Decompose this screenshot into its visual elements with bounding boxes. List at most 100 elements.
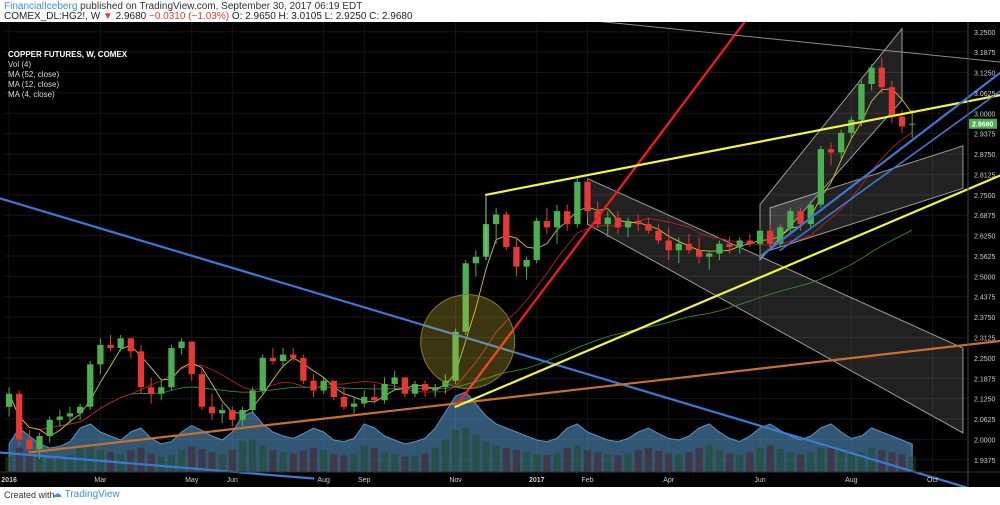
volume-bar: [573, 445, 581, 472]
volume-bar: [857, 452, 866, 472]
volume-bar: [157, 456, 165, 472]
price-label-bg: [969, 118, 997, 129]
candle-body: [249, 390, 256, 411]
candle-body: [320, 380, 327, 391]
volume-bar: [472, 434, 480, 472]
candle-body: [614, 217, 622, 228]
blue-downtrend-lower: [0, 451, 315, 480]
price-axis: 3.2500 3.1875 3.1250 3.0625 3.0000 2.9375 2.87…: [967, 22, 997, 487]
y-tick-label: 2.8125: [974, 172, 996, 179]
volume-bar: [188, 446, 196, 472]
candle-body: [675, 243, 682, 251]
candle-body: [66, 413, 74, 417]
volume-bar: [269, 450, 277, 472]
y-tick-label: 2.9375: [974, 132, 996, 139]
channel-overlays: [586, 27, 964, 434]
candle-body: [178, 341, 185, 349]
candle-body: [147, 387, 155, 394]
candle-body: [898, 116, 906, 127]
candle-body: [564, 211, 571, 225]
candle-body: [797, 211, 804, 225]
candle-body: [685, 243, 693, 251]
volume-bar: [898, 454, 906, 472]
volume-bar: [786, 452, 794, 472]
candle-body: [401, 377, 408, 394]
candle-body: [229, 410, 236, 420]
candle-body: [533, 220, 540, 261]
volume-bar: [66, 455, 74, 472]
publisher-name[interactable]: FinancialIceberg: [4, 1, 78, 12]
volume-bar: [462, 428, 470, 472]
candle-body: [350, 403, 358, 407]
candle-body: [421, 383, 429, 391]
candle-body: [16, 393, 23, 440]
volume-bar: [421, 453, 429, 472]
volume-bar: [147, 453, 155, 472]
candle-body: [493, 214, 500, 225]
y-tick-label: 2.5625: [974, 254, 996, 261]
volume-bar: [46, 458, 54, 472]
x-tick-label: 2016: [1, 477, 17, 484]
x-tick-label: 2017: [529, 477, 545, 484]
volume-bar: [807, 452, 815, 472]
x-tick-label: Nov: [449, 477, 462, 484]
candle-body: [290, 354, 297, 358]
volume-bar: [15, 447, 23, 472]
candle-body: [787, 211, 794, 228]
candle-body: [909, 123, 916, 125]
candle-body: [848, 119, 855, 133]
candle-body: [523, 260, 530, 267]
candle-body: [137, 351, 145, 388]
legend-item-ma52: MA (52, close): [8, 70, 60, 79]
volume-bar: [736, 455, 744, 472]
volume-bar: [827, 445, 835, 472]
candle-body: [878, 67, 885, 88]
candle-body: [168, 348, 175, 388]
volume-bar: [888, 452, 896, 472]
volume-bar: [746, 452, 754, 472]
y-tick-label: 2.6250: [974, 234, 996, 241]
orange-support-line: [28, 339, 1000, 454]
grey-resistance-line: [475, 8, 1000, 63]
candle-body: [330, 380, 337, 397]
volume-bar: [695, 447, 703, 472]
volume-bar: [228, 450, 236, 472]
header-bar: FinancialIceberg published on TradingVie…: [0, 0, 1000, 22]
down-triangle-icon: ▼: [102, 11, 113, 22]
candle-body: [706, 253, 713, 257]
candle-body: [381, 383, 388, 401]
y-tick-label: 2.3750: [974, 315, 996, 322]
legend-item-ma12: MA (12, close): [8, 80, 60, 89]
candle-body: [269, 357, 277, 362]
candle-body: [543, 220, 551, 228]
candle-body: [635, 220, 642, 225]
x-tick-label: Aug: [845, 477, 858, 484]
candle-body: [553, 211, 561, 228]
volume-bar: [411, 455, 419, 472]
volume-bar: [25, 452, 33, 472]
y-tick-label: 2.0000: [974, 437, 996, 444]
y-tick-label: 2.1250: [974, 397, 996, 404]
candle-body: [46, 419, 53, 437]
volume-bar: [35, 456, 44, 472]
volume-bar: [198, 449, 206, 472]
legend-item-ma4: MA (4, close): [8, 90, 55, 99]
volume-bar: [502, 447, 510, 472]
x-tick-label: Jun: [227, 477, 238, 484]
breakout-highlight-circle: [420, 294, 516, 390]
volume-bar: [178, 450, 186, 472]
y-tick-label: 2.5000: [974, 274, 996, 281]
candle-body: [777, 227, 784, 244]
candle-body: [5, 393, 13, 407]
candle-body: [87, 364, 94, 407]
blue-downtrend-long: [0, 197, 1000, 499]
created-with-label: Created with: [4, 490, 55, 500]
volume-bar: [208, 452, 216, 472]
candle-body: [97, 344, 104, 365]
volume-bar: [5, 456, 13, 472]
x-tick-label: Oct: [927, 477, 938, 484]
tradingview-logo[interactable]: ☁ TradingView: [52, 489, 120, 500]
